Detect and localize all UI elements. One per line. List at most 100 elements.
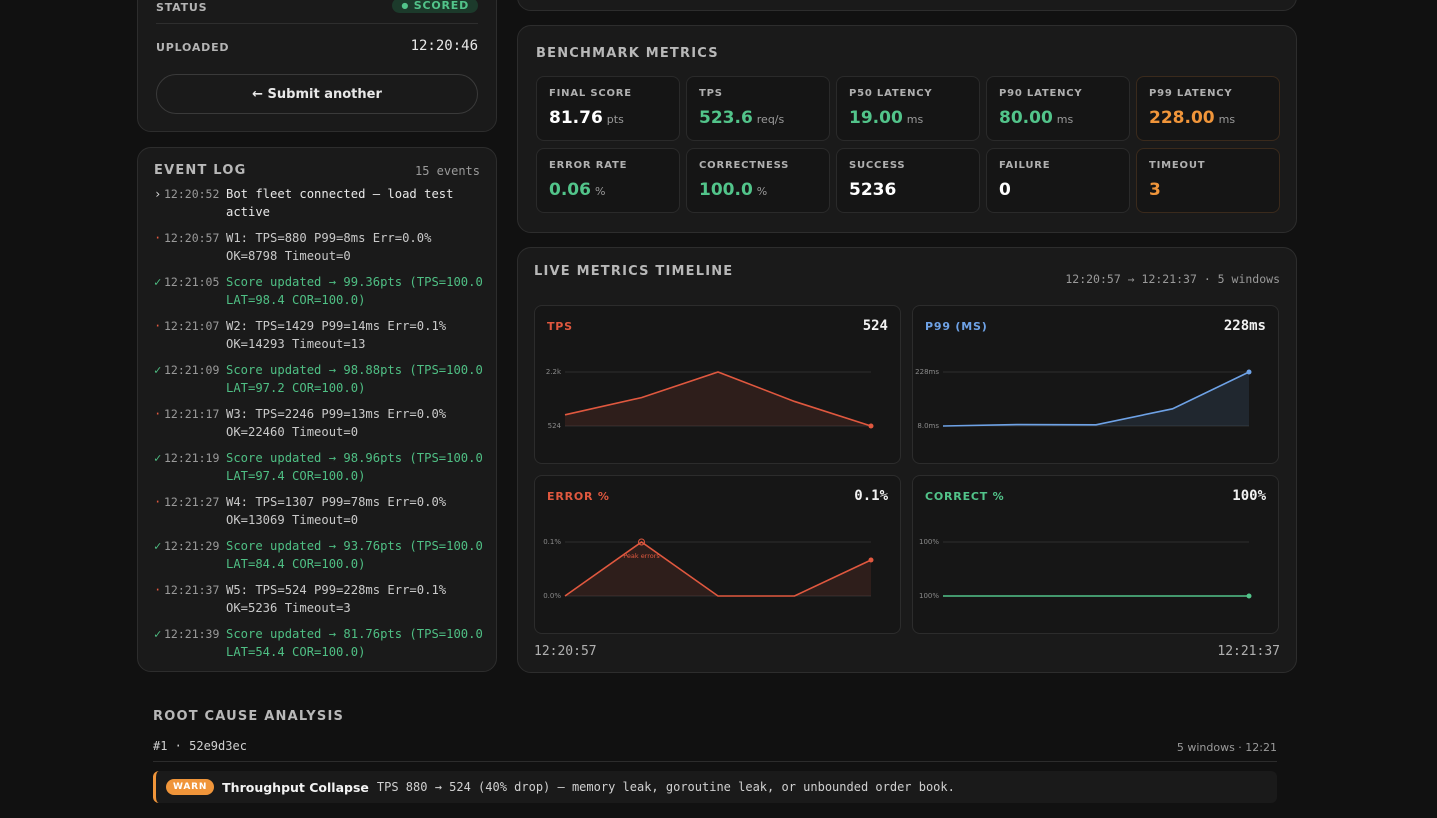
y-tick-label: 524 (548, 422, 562, 430)
metric-unit: % (594, 185, 606, 198)
chart-panel: TPS 524 2.2k 524 (534, 305, 901, 464)
metric-value: 100.0 (699, 180, 753, 200)
uploaded-label: UPLOADED (156, 41, 230, 54)
metric-label: CORRECTNESS (699, 160, 790, 171)
chart: 0.1% 0.0% Peak errors (543, 538, 874, 600)
event-row: · 12:21:27 W4: TPS=1307 P99=78ms Err=0.0% … (154, 493, 484, 529)
benchmark-card: BENCHMARK METRICS FINAL SCORE 81.76 pts TPS… (517, 25, 1297, 233)
metric-tile: TPS 523.6 req/s (686, 76, 830, 141)
event-row: ✓ 12:21:09 Score updated → 98.88pts (TPS=1… (154, 361, 484, 397)
metric-tile: P90 LATENCY 80.00 ms (986, 76, 1130, 141)
chart-title: CORRECT % (925, 490, 1005, 503)
metric-label: P90 LATENCY (999, 88, 1083, 99)
metric-value: 19.00 (849, 108, 903, 128)
event-row: › 12:20:52 Bot fleet connected — load test… (154, 185, 484, 221)
metric-value-wrap: 100.0% (699, 180, 767, 200)
timeline-title: LIVE METRICS TIMELINE (534, 264, 734, 279)
metric-value: 228.00 (1149, 108, 1215, 128)
chart-title: ERROR % (547, 490, 610, 503)
last-point (868, 557, 874, 563)
metric-label: SUCCESS (849, 160, 906, 171)
submission-card: STATUS ● SCORED UPLOADED 12:20:46 ← Subm… (137, 0, 497, 132)
event-text: Score updated → 98.88pts (TPS=100.0 LAT=… (226, 363, 483, 395)
metric-tile: CORRECTNESS 100.0% (686, 148, 830, 213)
event-time: 12:21:05 (164, 275, 220, 289)
metric-value: 3 (1149, 180, 1161, 200)
metric-value-wrap: 19.00 ms (849, 108, 923, 128)
metric-unit: ms (906, 113, 924, 126)
warn-badge: WARN (166, 779, 215, 795)
chart-panel: P99 (MS) 228ms 228ms 8.0ms (912, 305, 1279, 464)
event-time: 12:21:39 (164, 627, 220, 641)
chart-current: 0.1% (854, 488, 888, 504)
timeline-range: 12:20:57 → 12:21:37 · 5 windows (1065, 272, 1280, 286)
metric-tile: FINAL SCORE 81.76 pts (536, 76, 680, 141)
status-label: STATUS (156, 1, 208, 14)
metric-unit: % (756, 185, 768, 198)
chart-current: 524 (862, 318, 888, 334)
metric-value: 523.6 (699, 108, 753, 128)
metric-label: FINAL SCORE (549, 88, 632, 99)
chart-title: TPS (547, 320, 573, 333)
event-list: › 12:20:52 Bot fleet connected — load test… (154, 185, 484, 661)
event-row: · 12:21:07 W2: TPS=1429 P99=14ms Err=0.1% … (154, 317, 484, 353)
y-tick-label: 228ms (915, 368, 939, 376)
timeline-start: 12:20:57 (534, 644, 597, 659)
peak-marker (638, 538, 645, 546)
event-text: W1: TPS=880 P99=8ms Err=0.0% OK=8798 Tim… (226, 231, 432, 263)
event-time: 12:21:19 (164, 451, 220, 465)
event-row: ✓ 12:21:19 Score updated → 98.96pts (TPS=1… (154, 449, 484, 485)
metric-value: 80.00 (999, 108, 1053, 128)
metric-label: P50 LATENCY (849, 88, 933, 99)
event-log-title: EVENT LOG (154, 163, 247, 178)
event-icon: · (154, 407, 162, 421)
divider (153, 761, 1277, 762)
y-tick-label: 0.1% (543, 538, 561, 546)
metric-value-wrap: 5236 (849, 180, 896, 200)
event-time: 12:20:57 (164, 231, 220, 245)
uploaded-time: 12:20:46 (410, 38, 478, 54)
metric-value-wrap: 81.76 pts (549, 108, 624, 128)
event-icon: ✓ (154, 539, 162, 553)
event-icon: · (154, 583, 162, 597)
y-tick-label: 8.0ms (917, 422, 939, 430)
event-text: Score updated → 93.76pts (TPS=100.0 LAT=… (226, 539, 483, 571)
rca-title: ROOT CAUSE ANALYSIS (153, 709, 345, 724)
rca-list: WARN Throughput Collapse TPS 880 → 524 (40… (153, 771, 1277, 803)
chart-title: P99 (MS) (925, 320, 988, 333)
area (565, 372, 871, 426)
chart: 228ms 8.0ms (915, 368, 1252, 430)
area (565, 542, 871, 596)
event-icon: · (154, 495, 162, 509)
metric-value: 81.76 (549, 108, 603, 128)
metric-value: 0.06 (549, 180, 591, 200)
metric-value-wrap: 0 (999, 180, 1011, 200)
chart: 100% 100% (919, 538, 1252, 600)
event-icon: ✓ (154, 275, 162, 289)
area (943, 372, 1249, 426)
rca-meta: 5 windows · 12:21 (1176, 741, 1277, 754)
timeline-card: LIVE METRICS TIMELINE 12:20:57 → 12:21:3… (517, 247, 1297, 673)
event-icon: ✓ (154, 451, 162, 465)
event-row: ✓ 12:21:29 Score updated → 93.76pts (TPS=1… (154, 537, 484, 573)
line (564, 371, 872, 427)
event-time: 12:21:29 (164, 539, 220, 553)
event-icon: ✓ (154, 363, 162, 377)
event-row: ✓ 12:21:39 Score updated → 81.76pts (TPS=1… (154, 625, 484, 661)
event-time: 12:20:52 (164, 187, 220, 201)
metric-label: FAILURE (999, 160, 1051, 171)
metric-tile: TIMEOUT 3 (1136, 148, 1280, 213)
metric-label: TIMEOUT (1149, 160, 1206, 171)
submit-button[interactable]: ← Submit another (156, 74, 478, 114)
line (942, 371, 1250, 427)
last-point (1246, 593, 1252, 599)
metric-unit: ms (1218, 113, 1236, 126)
metric-tile: P99 LATENCY 228.00 ms (1136, 76, 1280, 141)
event-log-card: EVENT LOG 15 events › 12:20:52 Bot fleet c… (137, 147, 497, 672)
metric-label: TPS (699, 88, 723, 99)
metric-value: 0 (999, 180, 1011, 200)
event-text: W5: TPS=524 P99=228ms Err=0.1% OK=5236 T… (226, 583, 447, 615)
metric-tile: P50 LATENCY 19.00 ms (836, 76, 980, 141)
y-tick-label: 0.0% (543, 592, 561, 600)
